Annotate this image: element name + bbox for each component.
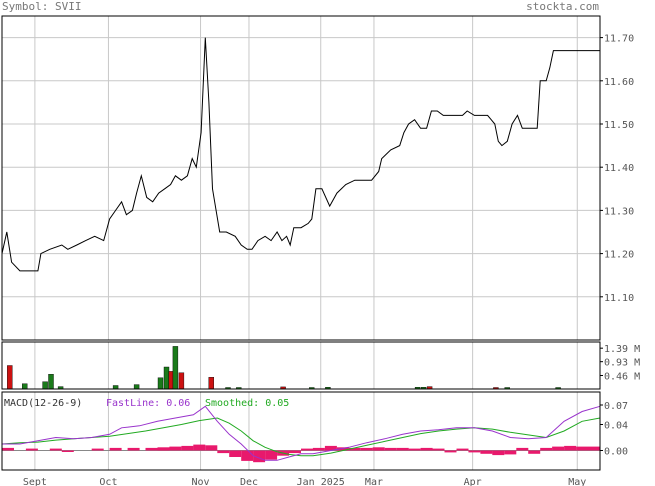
x-axis: Sept Oct Nov Dec Jan 2025 Mar Apr May <box>23 477 586 486</box>
macd-histogram-bar <box>552 446 565 451</box>
macd-histogram-bar <box>384 447 397 451</box>
month-label: Apr <box>464 477 482 486</box>
macd-histogram-bar <box>2 447 14 451</box>
macd-histogram-bar <box>360 447 373 451</box>
macd-histogram-bar <box>145 447 158 451</box>
month-label: Oct <box>99 477 117 486</box>
price-line <box>1 37 600 272</box>
panel-frame <box>1 391 601 471</box>
volume-bar <box>7 365 13 390</box>
month-label: Nov <box>192 477 210 486</box>
macd-tick-label: 0.00 <box>604 447 628 458</box>
panel-frame <box>1 15 601 341</box>
volume-bar <box>163 366 170 390</box>
volume-bar <box>172 346 179 390</box>
volume-bar <box>48 374 54 390</box>
macd-histogram-bar <box>265 450 278 460</box>
month-label: Mar <box>365 477 383 486</box>
macd-histogram-bar <box>540 447 553 451</box>
macd-histogram-bar <box>217 450 230 454</box>
price-tick-label: 11.60 <box>604 77 634 88</box>
macd-histogram-bar <box>492 450 505 456</box>
volume-bar <box>157 377 164 390</box>
volume-bar <box>178 372 185 390</box>
volume-bar <box>42 381 48 390</box>
macd-histogram-bar <box>336 447 349 451</box>
macd-histogram-bar <box>420 447 433 451</box>
volume-tick-label: 0.93 M <box>604 358 640 369</box>
volume-panel: 1.39 M 0.93 M 0.46 M <box>7 344 640 390</box>
month-label: May <box>568 477 586 486</box>
macd-histogram-bar <box>516 447 529 451</box>
macd-smoothed-line <box>1 417 601 457</box>
macd-histogram-bar <box>109 447 122 451</box>
macd-histogram-bar <box>324 445 337 451</box>
price-tick-label: 11.70 <box>604 34 634 45</box>
price-tick-label: 11.20 <box>604 250 634 261</box>
volume-bar <box>112 385 119 390</box>
macd-panel: 0.07 0.04 0.00 MACD(12-26-9) FastLine: 0.06 S… <box>1 398 628 463</box>
macd-fast-line <box>2 405 601 461</box>
price-tick-label: 11.50 <box>604 120 634 131</box>
macd-histogram-bar <box>127 447 140 451</box>
month-label: Jan 2025 <box>297 477 345 486</box>
macd-histogram-bar <box>312 447 325 451</box>
volume-bar <box>22 383 28 390</box>
macd-histogram-bar <box>480 450 493 454</box>
macd-histogram-bar <box>576 446 589 451</box>
macd-histogram-bar <box>432 448 445 451</box>
macd-histogram-bar <box>205 445 218 451</box>
macd-title: MACD(12-26-9) <box>4 398 82 409</box>
macd-legend-fastline: FastLine: 0.06 <box>106 398 190 409</box>
month-label: Dec <box>240 477 258 486</box>
macd-histogram-bar <box>49 448 62 451</box>
site-name[interactable]: stockta.com <box>526 0 599 13</box>
macd-histogram-bar <box>468 450 481 453</box>
symbol-label: Symbol: SVII <box>2 0 82 13</box>
price-tick-label: 11.10 <box>604 293 634 304</box>
macd-histogram-bar <box>253 450 266 463</box>
macd-legend-smoothed: Smoothed: 0.05 <box>205 398 289 409</box>
macd-histogram-bar <box>193 444 206 451</box>
macd-histogram-bar <box>301 448 313 451</box>
volume-bar <box>208 377 215 390</box>
volume-tick-label: 1.39 M <box>604 344 640 355</box>
macd-histogram-bar <box>181 445 194 451</box>
price-tick-label: 11.30 <box>604 206 634 217</box>
macd-histogram-bar <box>444 450 457 453</box>
price-tick-label: 11.40 <box>604 163 634 174</box>
macd-histogram-bar <box>408 448 421 451</box>
macd-histogram-bar <box>91 448 104 451</box>
macd-histogram-bar <box>372 447 385 451</box>
panel-frames <box>1 15 601 471</box>
macd-tick-label: 0.04 <box>604 421 628 432</box>
macd-histogram-bar <box>241 450 254 461</box>
panel-frame <box>1 341 601 390</box>
macd-histogram-bar <box>289 450 301 454</box>
month-label: Sept <box>23 477 47 486</box>
macd-histogram-bar <box>169 446 182 451</box>
volume-tick-label: 0.46 M <box>604 371 640 382</box>
volume-bar <box>133 384 140 390</box>
macd-histogram-bar <box>61 450 74 452</box>
macd-histogram-bar <box>588 446 600 451</box>
macd-histogram-bar <box>528 450 541 454</box>
macd-histogram-bar <box>396 447 409 451</box>
price-panel: 11.10 11.20 11.30 11.40 11.50 11.60 11.70 <box>1 34 634 304</box>
macd-histogram-bar <box>157 447 170 451</box>
macd-histogram-bar <box>25 448 38 451</box>
grid-lines <box>2 16 600 470</box>
macd-histogram-bar <box>564 445 577 451</box>
macd-histogram-bar <box>504 450 517 455</box>
macd-tick-label: 0.07 <box>604 401 628 412</box>
macd-histogram-bar <box>456 448 469 451</box>
macd-histogram-bar <box>348 447 361 451</box>
macd-histogram-bar <box>229 450 242 457</box>
